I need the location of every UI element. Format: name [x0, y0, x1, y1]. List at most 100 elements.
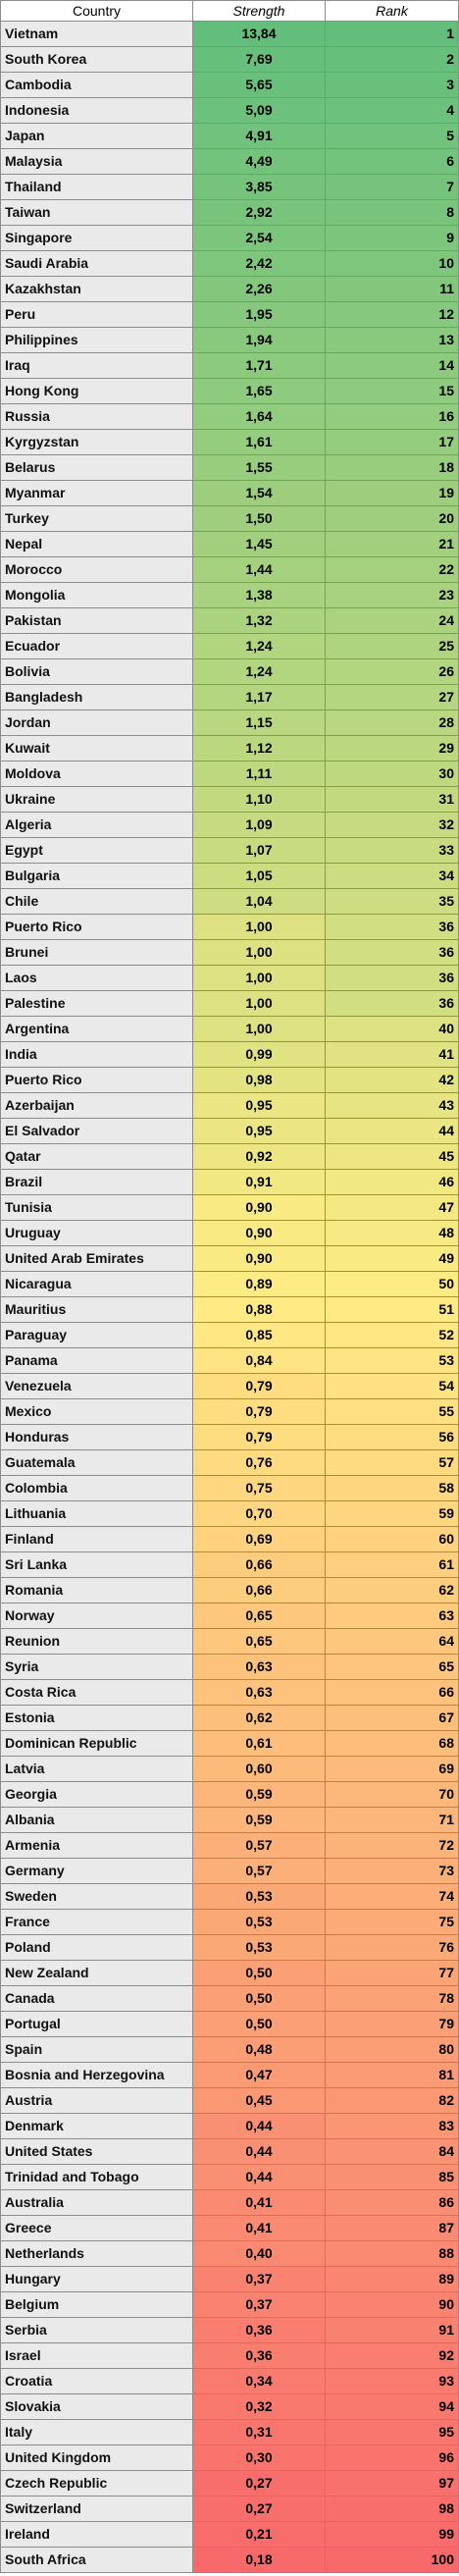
country-cell[interactable]: Georgia	[0, 1781, 193, 1808]
strength-cell[interactable]: 0,85	[192, 1322, 326, 1348]
rank-cell[interactable]: 36	[325, 990, 459, 1017]
rank-cell[interactable]: 33	[325, 837, 459, 864]
rank-cell[interactable]: 80	[325, 2036, 459, 2063]
rank-cell[interactable]: 58	[325, 1475, 459, 1501]
rank-cell[interactable]: 35	[325, 888, 459, 915]
country-cell[interactable]: Ecuador	[0, 633, 193, 659]
strength-cell[interactable]: 1,24	[192, 658, 326, 685]
country-cell[interactable]: Chile	[0, 888, 193, 915]
rank-cell[interactable]: 49	[325, 1245, 459, 1272]
country-cell[interactable]: United States	[0, 2138, 193, 2165]
rank-cell[interactable]: 72	[325, 1832, 459, 1859]
country-cell[interactable]: Germany	[0, 1858, 193, 1884]
rank-cell[interactable]: 57	[325, 1449, 459, 1476]
country-cell[interactable]: Cambodia	[0, 72, 193, 98]
country-cell[interactable]: Dominican Republic	[0, 1730, 193, 1757]
country-cell[interactable]: Indonesia	[0, 97, 193, 124]
strength-cell[interactable]: 1,00	[192, 939, 326, 966]
rank-cell[interactable]: 41	[325, 1041, 459, 1068]
strength-cell[interactable]: 1,38	[192, 582, 326, 608]
rank-cell[interactable]: 19	[325, 480, 459, 506]
strength-cell[interactable]: 1,05	[192, 863, 326, 889]
country-cell[interactable]: France	[0, 1909, 193, 1935]
strength-cell[interactable]: 1,71	[192, 352, 326, 379]
country-cell[interactable]: Italy	[0, 2419, 193, 2445]
strength-cell[interactable]: 0,66	[192, 1551, 326, 1578]
country-cell[interactable]: Puerto Rico	[0, 914, 193, 940]
strength-cell[interactable]: 1,94	[192, 327, 326, 353]
country-cell[interactable]: Slovakia	[0, 2393, 193, 2420]
country-cell[interactable]: Greece	[0, 2215, 193, 2241]
country-cell[interactable]: Colombia	[0, 1475, 193, 1501]
country-cell[interactable]: Mexico	[0, 1398, 193, 1425]
country-cell[interactable]: Spain	[0, 2036, 193, 2063]
country-cell[interactable]: Armenia	[0, 1832, 193, 1859]
strength-cell[interactable]: 0,84	[192, 1347, 326, 1374]
strength-cell[interactable]: 0,79	[192, 1373, 326, 1399]
strength-cell[interactable]: 1,00	[192, 1016, 326, 1042]
rank-cell[interactable]: 22	[325, 556, 459, 583]
rank-cell[interactable]: 6	[325, 148, 459, 175]
strength-cell[interactable]: 5,09	[192, 97, 326, 124]
country-cell[interactable]: Azerbaijan	[0, 1092, 193, 1119]
rank-cell[interactable]: 28	[325, 710, 459, 736]
rank-cell[interactable]: 7	[325, 174, 459, 200]
strength-cell[interactable]: 0,65	[192, 1603, 326, 1629]
rank-cell[interactable]: 98	[325, 2496, 459, 2522]
rank-cell[interactable]: 13	[325, 327, 459, 353]
country-cell[interactable]: Netherlands	[0, 2240, 193, 2267]
strength-cell[interactable]: 0,57	[192, 1832, 326, 1859]
country-cell[interactable]: Laos	[0, 965, 193, 991]
rank-cell[interactable]: 54	[325, 1373, 459, 1399]
country-cell[interactable]: Syria	[0, 1654, 193, 1680]
rank-cell[interactable]: 3	[325, 72, 459, 98]
rank-cell[interactable]: 60	[325, 1526, 459, 1552]
strength-cell[interactable]: 0,70	[192, 1500, 326, 1527]
country-cell[interactable]: Qatar	[0, 1143, 193, 1170]
country-cell[interactable]: Mongolia	[0, 582, 193, 608]
rank-cell[interactable]: 77	[325, 1960, 459, 1986]
rank-cell[interactable]: 9	[325, 225, 459, 251]
strength-cell[interactable]: 0,32	[192, 2393, 326, 2420]
country-cell[interactable]: Czech Republic	[0, 2470, 193, 2497]
rank-cell[interactable]: 73	[325, 1858, 459, 1884]
country-cell[interactable]: Brazil	[0, 1169, 193, 1195]
strength-cell[interactable]: 1,17	[192, 684, 326, 710]
rank-cell[interactable]: 95	[325, 2419, 459, 2445]
strength-cell[interactable]: 0,95	[192, 1092, 326, 1119]
strength-cell[interactable]: 1,54	[192, 480, 326, 506]
rank-cell[interactable]: 18	[325, 454, 459, 481]
strength-cell[interactable]: 0,47	[192, 2062, 326, 2088]
rank-cell[interactable]: 44	[325, 1118, 459, 1144]
rank-cell[interactable]: 97	[325, 2470, 459, 2497]
strength-cell[interactable]: 0,61	[192, 1730, 326, 1757]
strength-cell[interactable]: 1,45	[192, 531, 326, 557]
country-cell[interactable]: Iraq	[0, 352, 193, 379]
country-cell[interactable]: Estonia	[0, 1705, 193, 1731]
rank-cell[interactable]: 91	[325, 2317, 459, 2343]
country-cell[interactable]: Philippines	[0, 327, 193, 353]
strength-cell[interactable]: 0,92	[192, 1143, 326, 1170]
country-cell[interactable]: Guatemala	[0, 1449, 193, 1476]
country-cell[interactable]: Croatia	[0, 2368, 193, 2394]
strength-cell[interactable]: 1,00	[192, 990, 326, 1017]
country-cell[interactable]: Hungary	[0, 2266, 193, 2292]
country-cell[interactable]: Argentina	[0, 1016, 193, 1042]
rank-cell[interactable]: 36	[325, 939, 459, 966]
rank-cell[interactable]: 15	[325, 378, 459, 404]
country-cell[interactable]: Norway	[0, 1603, 193, 1629]
rank-cell[interactable]: 94	[325, 2393, 459, 2420]
country-cell[interactable]: Russia	[0, 403, 193, 430]
strength-cell[interactable]: 0,53	[192, 1883, 326, 1910]
strength-cell[interactable]: 4,49	[192, 148, 326, 175]
country-cell[interactable]: Panama	[0, 1347, 193, 1374]
strength-cell[interactable]: 0,89	[192, 1271, 326, 1297]
country-cell[interactable]: Pakistan	[0, 607, 193, 634]
rank-cell[interactable]: 45	[325, 1143, 459, 1170]
rank-cell[interactable]: 32	[325, 812, 459, 838]
strength-cell[interactable]: 1,04	[192, 888, 326, 915]
rank-cell[interactable]: 51	[325, 1296, 459, 1323]
strength-cell[interactable]: 0,79	[192, 1398, 326, 1425]
strength-cell[interactable]: 0,90	[192, 1220, 326, 1246]
country-cell[interactable]: Bolivia	[0, 658, 193, 685]
